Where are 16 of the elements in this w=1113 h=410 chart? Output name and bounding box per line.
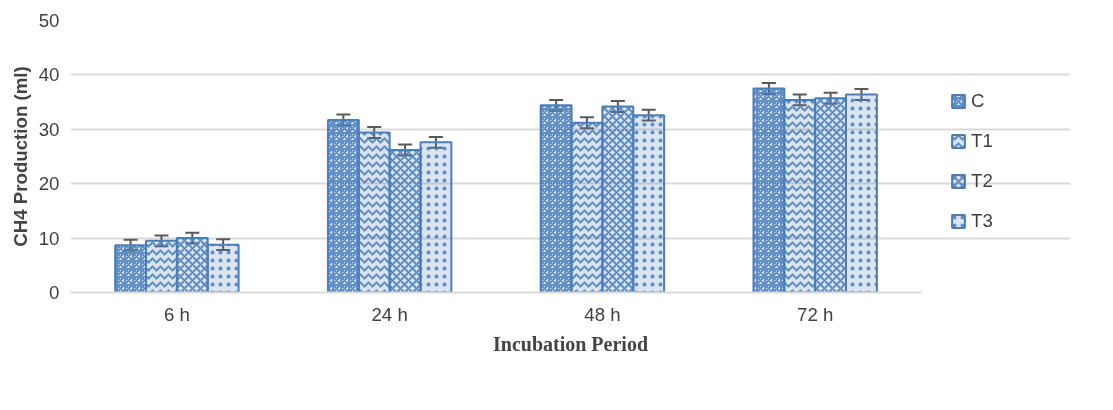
y-axis-title: CH4 Production (ml) (9, 66, 31, 247)
y-tick-label: 0 (49, 282, 60, 303)
legend-label: T2 (971, 170, 993, 192)
x-tick-label: 6 h (163, 303, 190, 325)
y-tick-label: 30 (38, 118, 60, 140)
y-tick-label: 50 (38, 10, 60, 31)
legend-label: T1 (971, 130, 993, 152)
x-axis-title: Incubation Period (492, 332, 649, 355)
y-tick-label: 40 (38, 64, 60, 86)
x-tick-label: 48 h (584, 303, 621, 325)
legend-label: C (971, 90, 986, 112)
y-tick-label: 10 (38, 227, 60, 249)
x-tick-label: 72 h (797, 303, 834, 325)
y-tick-label: 20 (38, 173, 60, 195)
x-tick-label: 24 h (371, 303, 408, 325)
legend-label: T3 (971, 210, 993, 232)
